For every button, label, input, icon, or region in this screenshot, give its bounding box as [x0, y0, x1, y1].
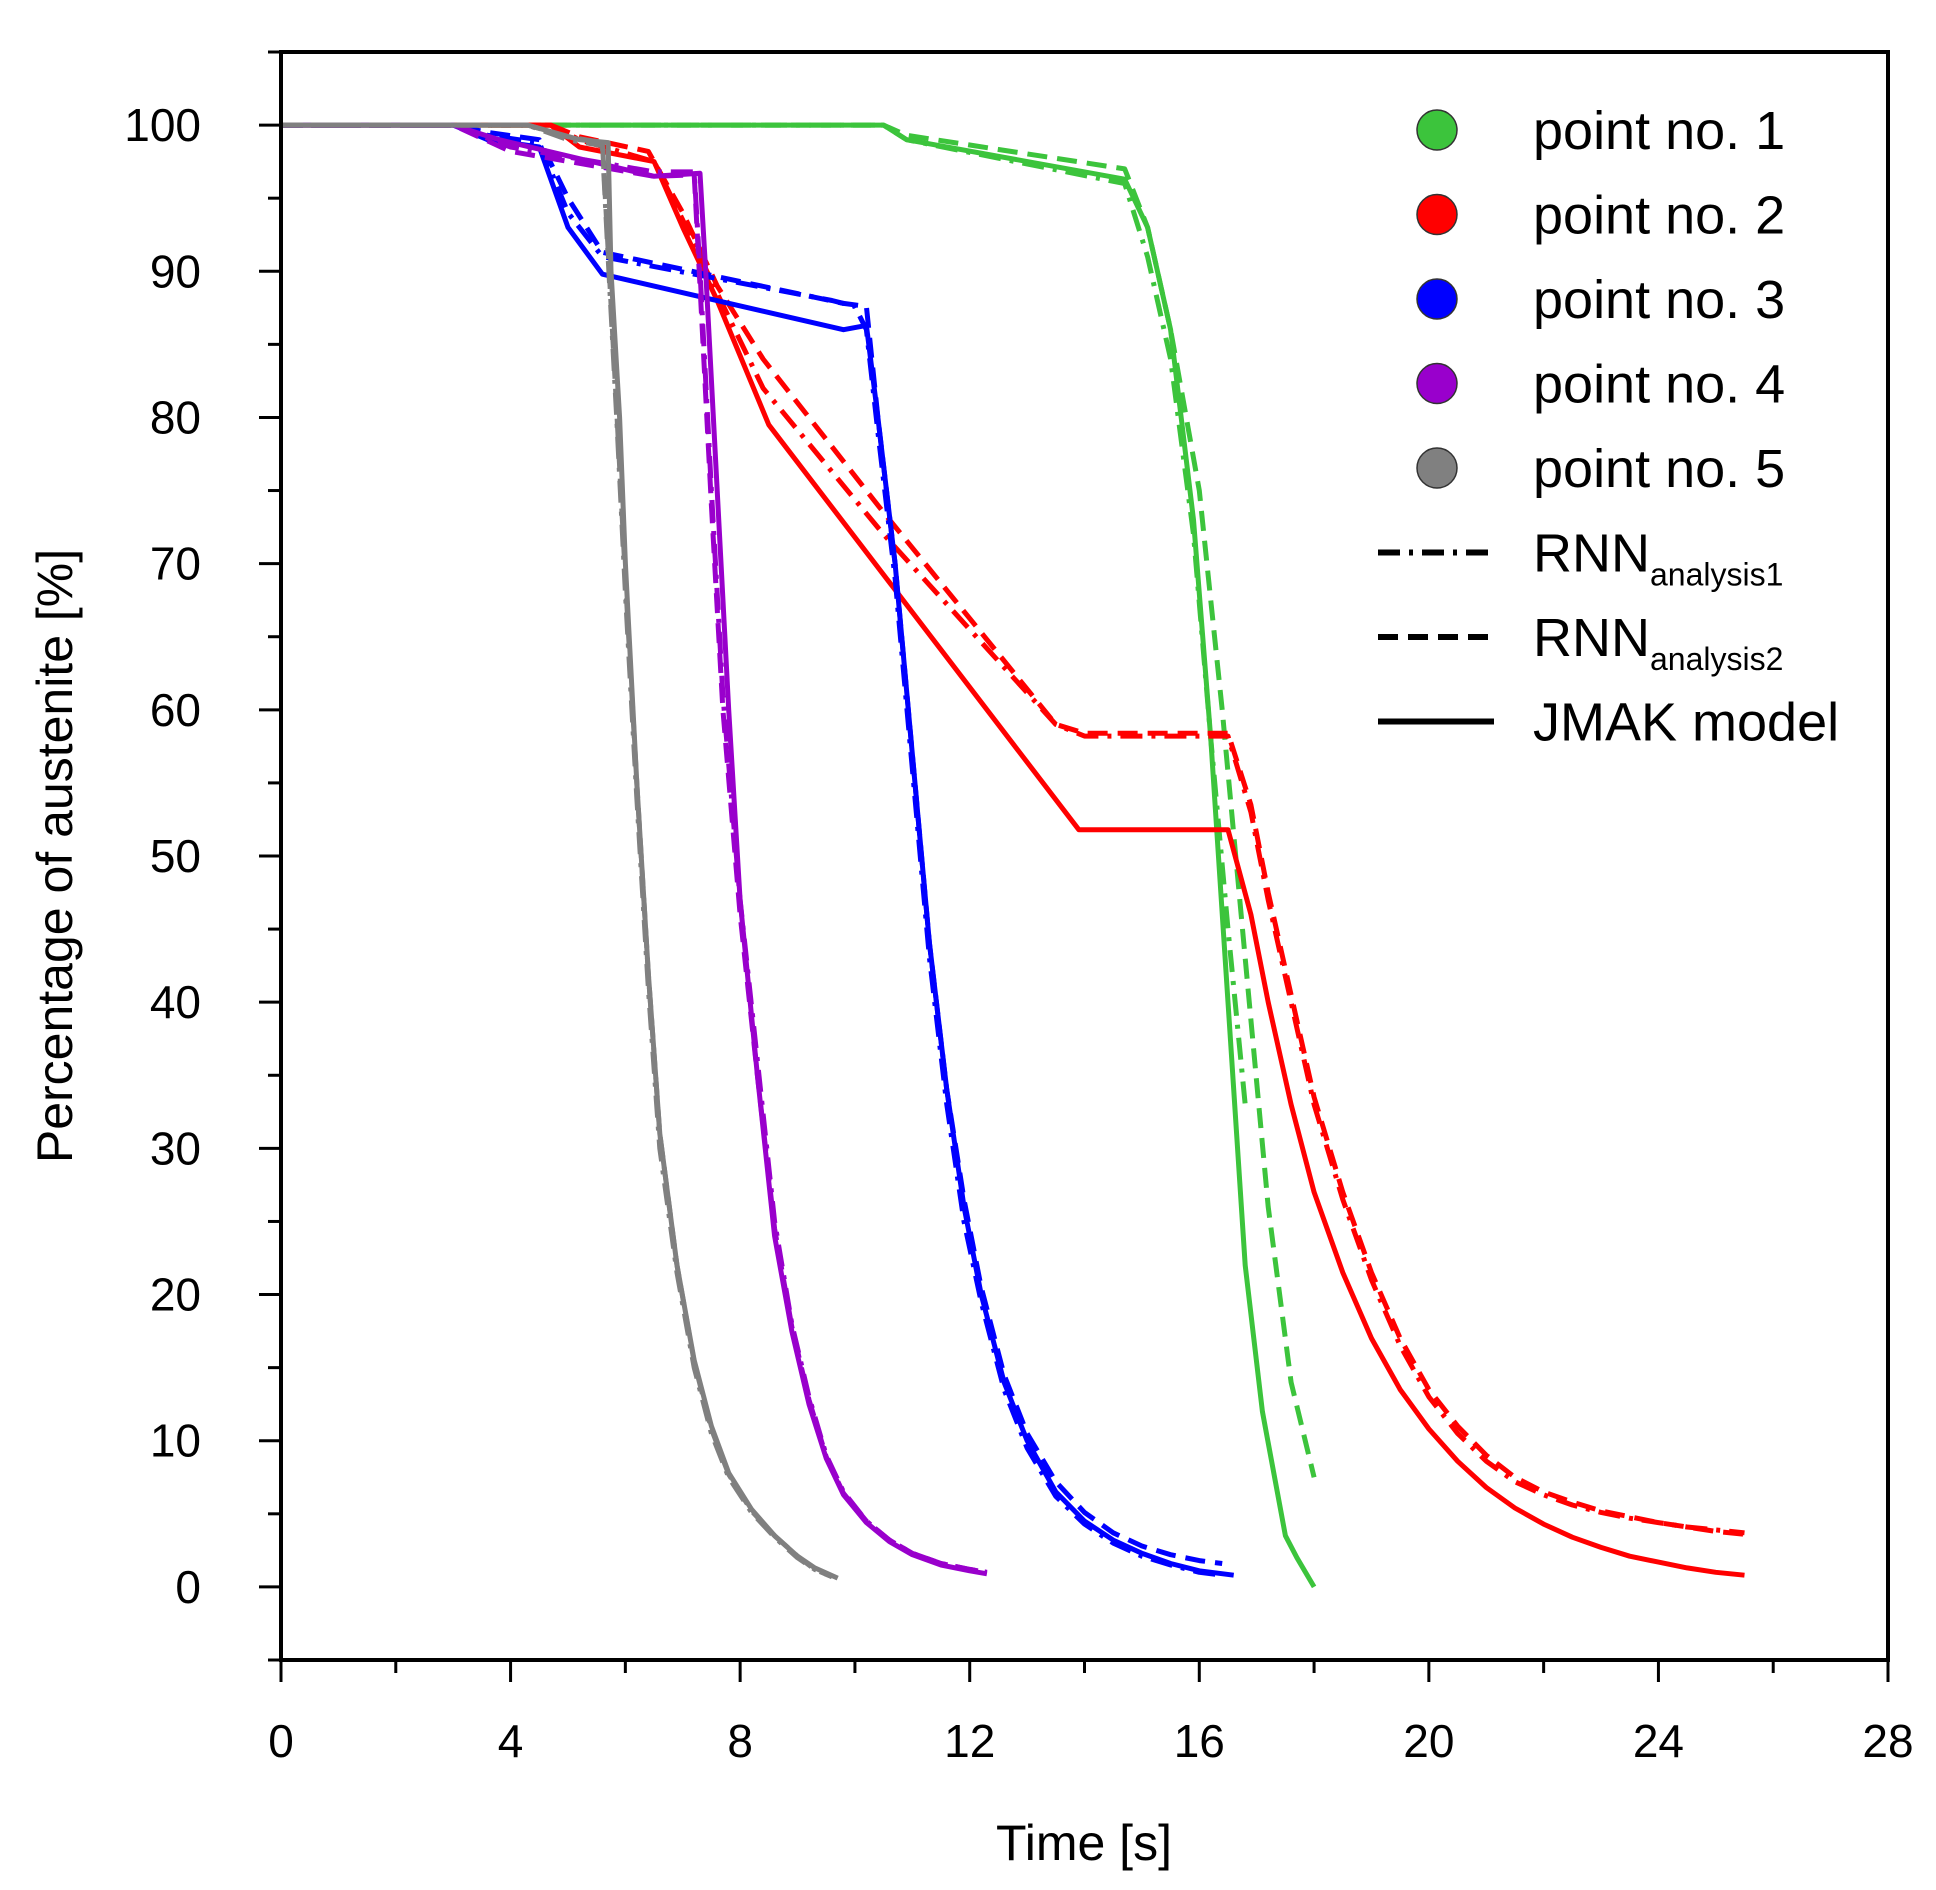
series-line-11 — [281, 122, 988, 1575]
legend-label-subscript: analysis1 — [1650, 557, 1783, 593]
legend-label-main: JMAK model — [1533, 693, 1839, 753]
series-line-10 — [281, 122, 988, 1577]
x-axis-title: Time [s] — [996, 1815, 1172, 1871]
x-tick-label: 24 — [1633, 1715, 1684, 1767]
series-layer — [281, 122, 1745, 1589]
legend: point no. 1 point no. 2 point no. 3 point n… — [1378, 101, 1839, 753]
legend-marker-icon — [1416, 193, 1458, 236]
series-line-1 — [281, 122, 1317, 1589]
y-tick-label: 30 — [150, 1122, 201, 1174]
y-tick-label: 20 — [150, 1269, 201, 1321]
legend-label-main: RNN — [1533, 608, 1650, 668]
legend-marker-icon — [1416, 109, 1458, 151]
x-tick-label: 16 — [1174, 1715, 1225, 1767]
series-line-8 — [281, 122, 1223, 1578]
y-tick-label: 10 — [150, 1415, 201, 1467]
y-tick-label: 60 — [150, 684, 201, 736]
y-tick-label: 50 — [150, 830, 201, 882]
legend-label: point no. 3 — [1533, 270, 1785, 330]
legend-label-main: RNN — [1533, 524, 1650, 584]
legend-marker-icon — [1416, 278, 1458, 320]
y-axis-title: Percentage of austenite [%] — [27, 549, 83, 1163]
legend-marker-icon — [1416, 362, 1458, 405]
legend-label: RNNanalysis1 — [1533, 524, 1783, 593]
x-tick-label: 28 — [1862, 1715, 1913, 1767]
legend-label-subscript: analysis2 — [1650, 641, 1783, 677]
y-tick-label: 100 — [124, 99, 201, 151]
series-line-4 — [281, 122, 1745, 1578]
series-line-12 — [281, 122, 988, 1575]
ticks-layer: 0 4 8 12 16 20 24 28 0 10 20 30 40 50 60 70 80 90 100 — [124, 50, 1914, 1767]
series-line-2 — [281, 122, 1248, 1105]
series-line-14 — [281, 122, 833, 1580]
x-tick-label: 12 — [944, 1715, 995, 1767]
legend-label: point no. 4 — [1533, 355, 1785, 415]
legend-marker-icon — [1416, 447, 1458, 489]
y-tick-label: 80 — [150, 391, 201, 443]
series-line-9 — [281, 122, 1223, 1566]
x-tick-label: 0 — [268, 1715, 294, 1767]
y-tick-label: 0 — [175, 1561, 201, 1613]
y-tick-label: 40 — [150, 976, 201, 1028]
legend-label: RNNanalysis2 — [1533, 608, 1783, 677]
series-line-7 — [281, 122, 1235, 1578]
legend-label: point no. 5 — [1533, 439, 1785, 499]
series-line-6 — [281, 122, 1745, 1537]
series-line-15 — [281, 122, 833, 1580]
legend-label: point no. 1 — [1533, 101, 1785, 161]
x-tick-label: 8 — [727, 1715, 753, 1767]
series-line-3 — [281, 122, 1317, 1478]
x-tick-label: 4 — [498, 1715, 524, 1767]
legend-label: JMAK model — [1533, 693, 1839, 753]
y-tick-label: 70 — [150, 538, 201, 590]
series-line-5 — [281, 122, 1745, 1536]
y-tick-label: 90 — [150, 245, 201, 297]
series-line-13 — [281, 122, 839, 1581]
legend-label: point no. 2 — [1533, 186, 1785, 246]
x-tick-label: 20 — [1403, 1715, 1454, 1767]
